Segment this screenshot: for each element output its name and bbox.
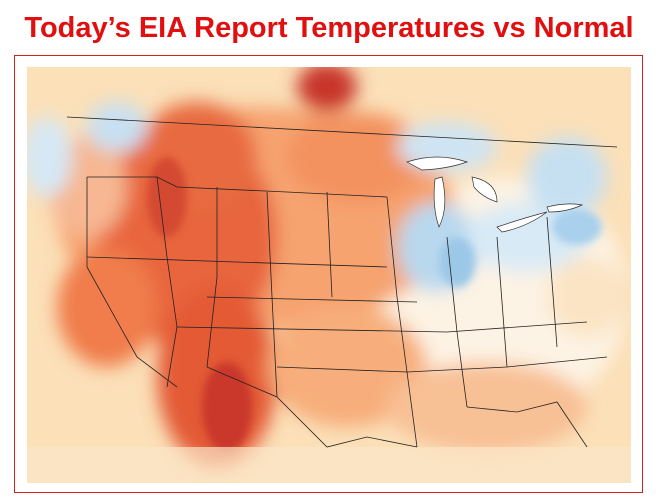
frame — [14, 55, 643, 493]
heat-field — [27, 67, 631, 483]
great-lakes — [406, 156, 584, 233]
temperature-anomaly-map — [27, 67, 631, 483]
state-boundaries — [66, 116, 618, 448]
title: Today’s EIA Report Temperatures vs Norma… — [24, 12, 634, 44]
